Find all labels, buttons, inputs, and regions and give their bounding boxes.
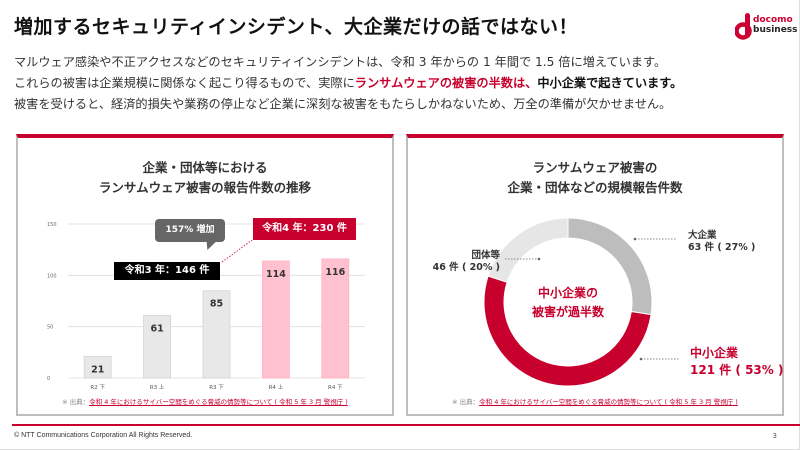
logo-text-docomo: docomo — [753, 15, 793, 25]
bar-chart-title-line-2: ランサムウェア被害の報告件数の推移 — [98, 180, 312, 195]
legend-large-enterprise: 大企業 63 件 ( 27% ) — [688, 230, 755, 254]
lead-paragraph: マルウェア感染や不正アクセスなどのセキュリティインシデントは、令和 3 年からの… — [14, 52, 682, 115]
lead-highlight-sme: 中小企業で起きています。 — [537, 76, 683, 90]
source-link[interactable]: 令和 4 年におけるサイバー空間をめぐる脅威の情勢等について ( 令和 5 年 … — [89, 398, 348, 406]
lead-highlight-ransomware: ランサムウェアの被害の半数は、 — [354, 76, 538, 90]
copyright: © NTT Communications Corporation All Rig… — [14, 432, 193, 439]
source-prefix: ※ 出典： — [452, 398, 480, 406]
lead-line-2-text: これらの被害は企業規模に関係なく起こり得るもので、実際に — [14, 76, 355, 90]
docomo-d-icon — [735, 13, 752, 40]
source-prefix: ※ 出典： — [62, 398, 90, 406]
r4-total-label: 令和4 年：230 件 — [253, 218, 356, 240]
donut-chart-title-line-1: ランサムウェア被害の — [532, 160, 658, 175]
donut-chart-title-line-2: 企業・団体などの規模報告件数 — [507, 180, 683, 195]
donut-center-line-1: 中小企業の — [537, 286, 598, 300]
legend-org-label: 団体等 — [471, 250, 500, 261]
source-link[interactable]: 令和 4 年におけるサイバー空間をめぐる脅威の情勢等について ( 令和 5 年 … — [479, 398, 738, 406]
lead-line-2: これらの被害は企業規模に関係なく起こり得るもので、実際にランサムウェアの被害の半… — [14, 73, 682, 94]
lead-line-1: マルウェア感染や不正アクセスなどのセキュリティインシデントは、令和 3 年からの… — [14, 55, 667, 69]
donut-chart-source: ※ 出典：令和 4 年におけるサイバー空間をめぐる脅威の情勢等について ( 令和… — [408, 396, 782, 406]
donut-chart-title: ランサムウェア被害の 企業・団体などの規模報告件数 — [408, 158, 782, 198]
legend-sme-value: 121 件 ( 53% ) — [690, 363, 784, 377]
bar-chart-title: 企業・団体等における ランサムウェア被害の報告件数の推移 — [18, 158, 392, 198]
lead-line-3: 被害を受けると、経済的損失や業務の停止など企業に深刻な被害をもたらしかねないため… — [14, 97, 672, 111]
legend-sme-label: 中小企業 — [690, 346, 739, 360]
footer-divider — [12, 424, 800, 426]
legend-organization: 団体等 46 件 ( 20% ) — [428, 250, 500, 274]
bar-chart-source: ※ 出典：令和 4 年におけるサイバー空間をめぐる脅威の情勢等について ( 令和… — [18, 396, 392, 406]
legend-large-value: 63 件 ( 27% ) — [688, 242, 756, 253]
legend-org-value: 46 件 ( 20% ) — [432, 262, 500, 273]
bar-chart-title-line-1: 企業・団体等における — [142, 160, 268, 175]
slide-title: 増加するセキュリティインシデント、大企業だけの話ではない！ — [14, 16, 578, 38]
logo-text-business: business — [753, 25, 798, 35]
donut-center-line-2: 被害が過半数 — [531, 305, 604, 319]
page-number: 3 — [772, 432, 777, 440]
legend-sme: 中小企業 121 件 ( 53% ) — [690, 345, 783, 379]
r3-total-label: 令和3 年：146 件 — [114, 262, 220, 280]
donut-center-label: 中小企業の 被害が過半数 — [528, 284, 608, 322]
increase-callout: 157% 増加 — [155, 219, 225, 242]
legend-large-label: 大企業 — [688, 230, 717, 241]
docomo-business-logo: docomo business — [735, 13, 798, 43]
